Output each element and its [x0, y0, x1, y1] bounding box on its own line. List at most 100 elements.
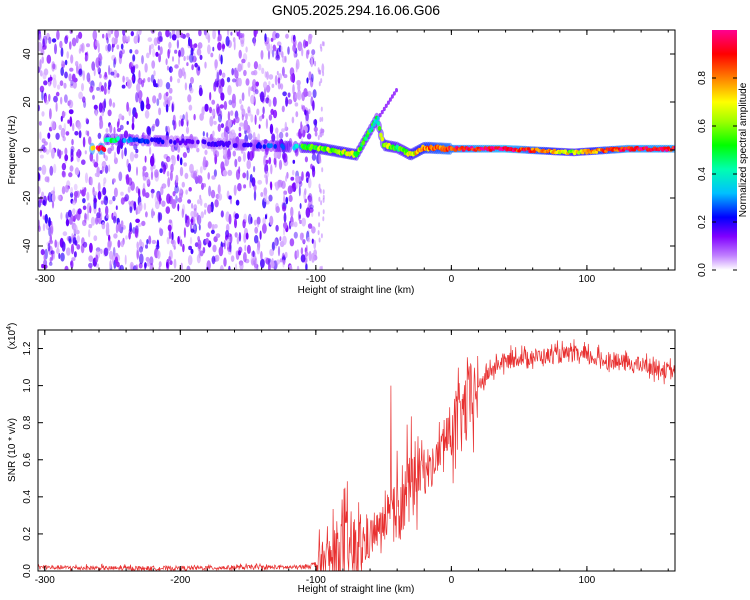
spectrogram-cell — [177, 236, 180, 245]
spectrogram-cell — [49, 76, 53, 81]
spectrogram-cell — [196, 147, 200, 153]
spectrogram-cell — [219, 104, 224, 109]
spectrogram-cell — [166, 261, 169, 269]
spectrogram-cell — [38, 172, 41, 182]
spectrogram-cell — [81, 159, 86, 165]
snr-background — [38, 330, 675, 571]
spectrogram-cell — [115, 261, 120, 268]
spectrogram-cell — [310, 57, 314, 68]
spectrogram-cell — [235, 199, 240, 206]
spectrogram-cell — [368, 128, 372, 133]
spectrogram-cell — [274, 237, 279, 247]
spectrogram-cell — [149, 146, 152, 155]
spectrogram-cell — [270, 108, 275, 115]
spectrogram-cell — [118, 113, 123, 120]
spectrogram-cell — [220, 123, 225, 129]
spectrogram-cell — [150, 170, 154, 181]
spectrogram-cell — [84, 172, 89, 184]
spectrogram-cell — [127, 35, 131, 43]
spectrogram-cell — [74, 131, 79, 136]
spectrogram-cell — [82, 198, 86, 204]
spectrogram-cell — [240, 62, 244, 71]
spectrogram-cell — [190, 218, 194, 223]
spectrogram-cell — [103, 98, 107, 109]
spectrogram-cell — [174, 185, 180, 194]
spectrogram-cell — [293, 221, 298, 228]
spectrogram-cell — [252, 79, 257, 89]
spectrogram-cell — [114, 37, 118, 45]
spectrogram-cell — [260, 251, 263, 260]
spectrogram-cell — [102, 187, 107, 196]
spectrogram-cell — [138, 201, 143, 212]
spectrogram-cell — [171, 103, 174, 113]
spectrogram-cell — [178, 119, 181, 127]
spectrogram-cell — [241, 114, 244, 121]
spectrogram-cell — [187, 199, 192, 204]
spectrogram-cell — [132, 137, 136, 143]
spectrogram-cell — [143, 202, 147, 211]
spectrogram-cell — [178, 56, 180, 66]
spectrogram-cell — [74, 214, 77, 220]
spectrogram-cell — [262, 217, 266, 225]
spectrogram-cell — [170, 239, 175, 245]
spectrogram-cell — [107, 240, 112, 252]
spectrogram-cell — [150, 165, 154, 172]
spectrogram-cell — [97, 182, 101, 193]
spectrogram-cell — [158, 107, 162, 116]
spectrogram-cell — [291, 169, 295, 176]
spectrogram-cell — [140, 100, 145, 112]
spectrogram-cell — [228, 195, 232, 200]
spectrogram-cell — [214, 254, 220, 262]
spectrogram-cell — [185, 111, 189, 123]
spectrogram-cell — [61, 162, 67, 171]
spectrogram-cell — [70, 79, 74, 87]
spectrogram-cell — [168, 228, 172, 240]
spectrogram-cell — [135, 148, 139, 154]
spectrogram-cell — [73, 191, 79, 198]
spectrogram-cell — [56, 84, 61, 90]
spectrogram-cell — [221, 132, 226, 139]
spectrogram-cell — [217, 30, 221, 36]
spectrogram-cell — [311, 153, 317, 161]
spectrogram-cell — [142, 165, 147, 172]
spectrogram-cell — [122, 75, 125, 83]
spectrogram-cell — [144, 109, 150, 119]
spectrogram-cell — [152, 48, 156, 58]
spectrogram-cell — [250, 114, 254, 123]
spectrogram-cell — [48, 261, 53, 266]
spectrogram-cell — [173, 258, 177, 269]
spectrogram-cell — [126, 79, 132, 89]
spectrogram-cell — [159, 168, 163, 174]
spectrogram-cell — [281, 145, 286, 150]
spectrogram-cell — [220, 92, 225, 101]
spectrogram-cell — [136, 30, 139, 40]
spectrogram-cell — [300, 247, 304, 255]
x-tick-label: 0 — [449, 274, 455, 285]
spectrogram-cell — [207, 141, 211, 147]
spectrogram-cell — [238, 30, 241, 40]
spectrogram-cell — [135, 92, 139, 103]
spectrogram-cell — [223, 100, 228, 110]
spectrogram-cell — [117, 128, 121, 132]
spectrogram-cell — [125, 76, 129, 82]
spectrogram-cell — [221, 43, 226, 50]
spectrogram-cell — [280, 45, 283, 53]
spectrogram-cell — [178, 140, 183, 146]
spectrogram-cell — [53, 163, 57, 174]
spectrogram-cell — [285, 33, 289, 39]
spectrogram-cell — [224, 126, 230, 133]
spectrogram-cell — [300, 254, 306, 263]
spectrogram-cell — [192, 215, 196, 226]
spectrogram-cell — [213, 236, 218, 243]
snr-multiplier: (x104) — [6, 323, 18, 350]
spectrogram-cell — [39, 196, 43, 204]
spectrogram-cell — [215, 69, 220, 81]
spectrogram-cell — [309, 204, 314, 210]
spectrogram-cell — [190, 47, 194, 56]
spectrogram-cell — [90, 216, 96, 226]
spectrogram-cell — [70, 151, 74, 160]
spectrogram-cell — [249, 173, 253, 183]
spectrogram-cell — [202, 156, 207, 168]
spectrogram-cell — [293, 38, 297, 48]
spectrogram-cell — [39, 70, 43, 77]
